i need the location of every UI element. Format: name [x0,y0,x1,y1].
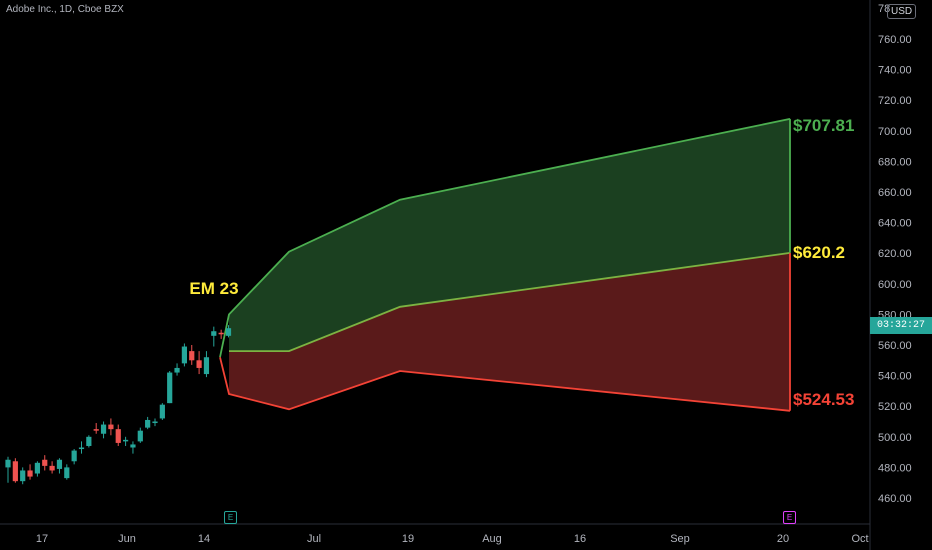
earnings-marker-icon[interactable]: E [224,511,237,524]
candle-body [145,419,151,428]
candle-body [20,470,26,482]
time-tick-label: 16 [574,533,586,545]
time-tick-label: 19 [402,533,414,545]
candle-body [100,424,107,434]
candle-body [174,367,180,373]
price-tick-label: 720.00 [878,95,912,107]
price-tick-label: 640.00 [878,218,912,230]
candle-body [167,372,173,404]
candle-body [115,429,121,443]
candle-body [108,424,114,430]
currency-badge[interactable]: USD [887,4,917,19]
candle-body [159,404,165,419]
price-tick-label: 700.00 [878,126,912,138]
time-tick-label: 14 [198,533,210,545]
lower-target-label: $524.53 [793,390,854,409]
time-tick-label: Oct [851,533,868,545]
price-tick-label: 520.00 [878,401,912,413]
earnings-marker-icon[interactable]: E [783,511,796,524]
candle-body [225,328,232,336]
candle-body [64,467,70,479]
price-tick-label: 500.00 [878,432,912,444]
price-tick-label: 460.00 [878,493,912,505]
candle-body [137,430,143,442]
candle-body [27,470,33,477]
time-tick-label: 17 [36,533,48,545]
price-tick-label: 660.00 [878,187,912,199]
time-tick-label: Jul [307,533,321,545]
price-tick-label: 600.00 [878,279,912,291]
upper-target-label: $707.81 [793,116,854,135]
candle-body [42,459,48,466]
candle-body [56,459,63,469]
candle-body [71,450,77,462]
candle-body [203,357,210,375]
time-tick-label: 20 [777,533,789,545]
lower-expected-move-area [229,252,790,411]
symbol-title[interactable]: Adobe Inc., 1D, Cboe BZX [6,4,124,15]
price-tick-label: 540.00 [878,371,912,383]
mid-band-line [229,252,791,353]
time-tick-label: Aug [482,533,502,545]
candle-body [189,351,195,361]
candle-body [196,360,202,368]
candle-body [12,461,18,482]
candle-body [34,462,40,474]
price-tick-label: 480.00 [878,462,912,474]
candle-body [93,429,99,431]
price-tick-label: 560.00 [878,340,912,352]
candle-body [86,436,92,446]
candle-body [152,421,158,424]
candle-body [211,331,217,336]
lower-band-line [219,357,791,412]
price-tick-label: 620.00 [878,248,912,260]
candle-body [78,447,85,450]
time-tick-label: Sep [670,533,690,545]
candle-body [5,459,11,468]
em-label: EM 23 [189,279,238,298]
candle-body [123,439,129,442]
upper-expected-move-area [229,118,790,352]
price-tick-label: 760.00 [878,34,912,46]
current-price-tag: 03:32:27 [870,317,932,334]
candle-body [218,332,224,335]
mid-target-label: $620.2 [793,243,845,262]
time-tick-label: Jun [118,533,136,545]
price-tick-label: 680.00 [878,156,912,168]
candle-body [181,346,187,364]
candle-body [130,444,136,448]
candle-body [49,465,55,471]
price-tick-label: 740.00 [878,65,912,77]
